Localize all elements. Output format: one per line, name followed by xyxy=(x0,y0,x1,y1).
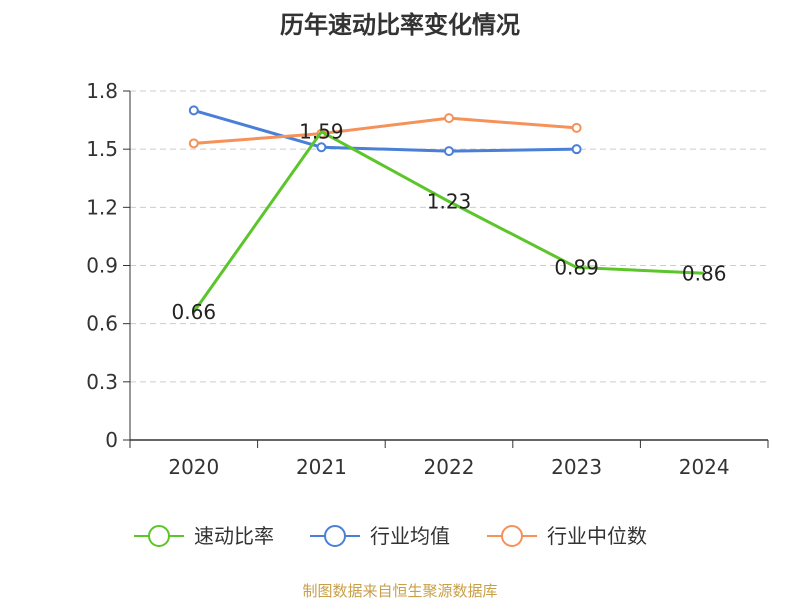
data-point xyxy=(571,122,582,133)
legend-label-2[interactable]: 行业中位数 xyxy=(547,524,647,548)
y-tick-label: 1.2 xyxy=(86,195,118,219)
data-point xyxy=(188,138,199,149)
x-tick-label: 2020 xyxy=(168,455,219,479)
y-tick-label: 0 xyxy=(105,428,118,452)
series-line-0 xyxy=(192,130,705,313)
legend-marker-0 xyxy=(148,525,170,547)
data-label: 1.23 xyxy=(427,190,472,214)
y-tick-label: 0.6 xyxy=(86,312,118,336)
series-line-2 xyxy=(193,116,577,145)
data-point xyxy=(571,144,582,155)
x-tick-label: 2021 xyxy=(296,455,347,479)
x-tick-label: 2024 xyxy=(679,455,730,479)
y-tick-label: 0.3 xyxy=(86,370,118,394)
x-tick-label: 2023 xyxy=(551,455,602,479)
data-point xyxy=(188,105,199,116)
y-tick-label: 0.9 xyxy=(86,254,118,278)
legend-label-1[interactable]: 行业均值 xyxy=(370,524,450,548)
legend-label-0[interactable]: 速动比率 xyxy=(194,524,274,548)
data-label: 0.86 xyxy=(682,261,727,285)
data-label: 0.66 xyxy=(172,300,217,324)
axes: 0 0.3 0.6 0.9 1.2 1.5 1.8 2020 2021 2022 2023 2024 xyxy=(86,79,769,479)
data-point xyxy=(444,113,454,124)
data-label: 0.89 xyxy=(554,255,599,279)
y-tick-label: 1.8 xyxy=(86,79,118,103)
legend-marker-2 xyxy=(501,525,523,547)
data-labels: 0.66 1.59 1.23 0.89 0.86 xyxy=(172,120,727,324)
data-point xyxy=(316,142,327,153)
x-tick-label: 2022 xyxy=(424,455,475,479)
y-tick-label: 1.5 xyxy=(86,137,118,161)
legend[interactable]: 速动比率 行业均值 行业中位数 xyxy=(134,524,647,548)
grid-lines xyxy=(130,90,768,383)
series-line-1 xyxy=(193,108,577,153)
data-label: 1.59 xyxy=(299,120,344,144)
legend-marker-1 xyxy=(324,525,346,547)
source-note: 制图数据来自恒生聚源数据库 xyxy=(302,582,497,600)
chart-title: 历年速动比率变化情况 xyxy=(280,11,520,39)
series-lines xyxy=(188,105,705,313)
data-point xyxy=(444,146,454,157)
